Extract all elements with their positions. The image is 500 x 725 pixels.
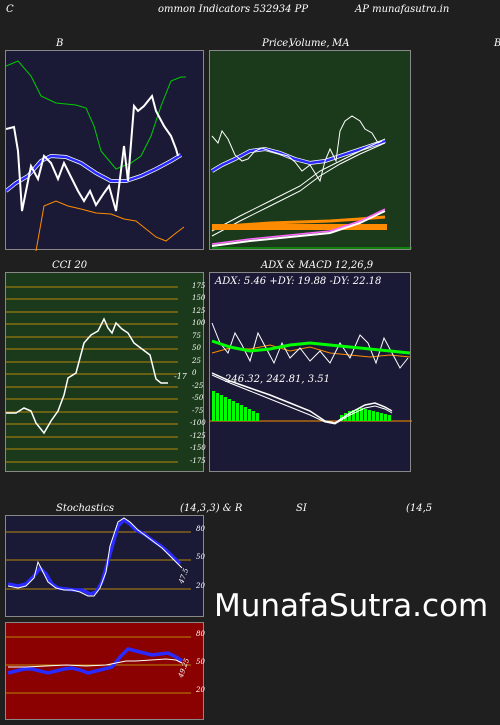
edge-title: B — [494, 38, 500, 49]
ma-title: MA — [332, 38, 350, 49]
watermark: MunafaSutra.com — [214, 588, 489, 624]
macd-histogram — [212, 391, 391, 421]
rsi-panel — [5, 622, 204, 720]
stochastics-params: (14,3,3) & R — [180, 503, 243, 514]
rsi-tick: 50 — [196, 658, 205, 666]
cci-tick: 0 — [192, 369, 197, 377]
cci-panel — [5, 272, 204, 472]
cci-chart — [6, 286, 178, 463]
cci-tick: -175 — [190, 457, 206, 465]
header-left-letter: C — [6, 4, 14, 15]
stochastics-panel — [5, 515, 204, 617]
rsi-tick: 80 — [196, 630, 205, 638]
cci-tick: 75 — [192, 332, 201, 340]
volume-title: Volume, — [289, 38, 330, 49]
stoch-tick: 80 — [196, 525, 205, 533]
cci-tick: -150 — [190, 444, 206, 452]
cci-tick: 100 — [192, 319, 206, 327]
rsi-params: (14,5 — [406, 503, 433, 514]
bollinger-panel — [5, 50, 204, 251]
adx-macd-panel — [209, 272, 412, 472]
cci-tick: 50 — [192, 344, 201, 352]
price-ma-chart — [210, 115, 412, 249]
adx-values: ADX: 5.46 +DY: 19.88 -DY: 22.18 — [215, 276, 382, 287]
bollinger-chart — [6, 60, 186, 251]
price-title: Price, — [262, 38, 292, 49]
cci-tick: 175 — [192, 282, 206, 290]
stoch-tick: 50 — [196, 553, 205, 561]
cci-tick: 150 — [192, 294, 206, 302]
adx-macd-chart — [210, 322, 412, 425]
page-title: ommon Indicators 532934 PP — [158, 4, 309, 15]
cci-tick: -100 — [190, 419, 206, 427]
stochastics-chart — [6, 517, 191, 597]
adx-macd-title: ADX & MACD 12,26,9 — [261, 260, 374, 271]
stochastics-title: Stochastics — [56, 503, 114, 514]
cci-tick: -125 — [190, 432, 206, 440]
rsi-tick: 20 — [196, 686, 205, 694]
stoch-tick: 20 — [196, 582, 205, 590]
bollinger-title: B — [56, 38, 64, 49]
cci-tick: 125 — [192, 307, 206, 315]
cci-tick: -50 — [192, 394, 204, 402]
price-ma-panel — [209, 50, 412, 250]
cci-tick: -75 — [192, 407, 204, 415]
rsi-chart — [6, 636, 191, 694]
cci-tick: 25 — [192, 357, 201, 365]
macd-values: 246.32, 242.81, 3.51 — [225, 374, 330, 385]
site-label: AP munafasutra.in — [355, 4, 450, 15]
rsi-title: SI — [296, 503, 307, 514]
cci-current-value: -17 — [174, 372, 187, 381]
cci-title: CCI 20 — [52, 260, 88, 271]
cci-tick: -25 — [192, 382, 204, 390]
